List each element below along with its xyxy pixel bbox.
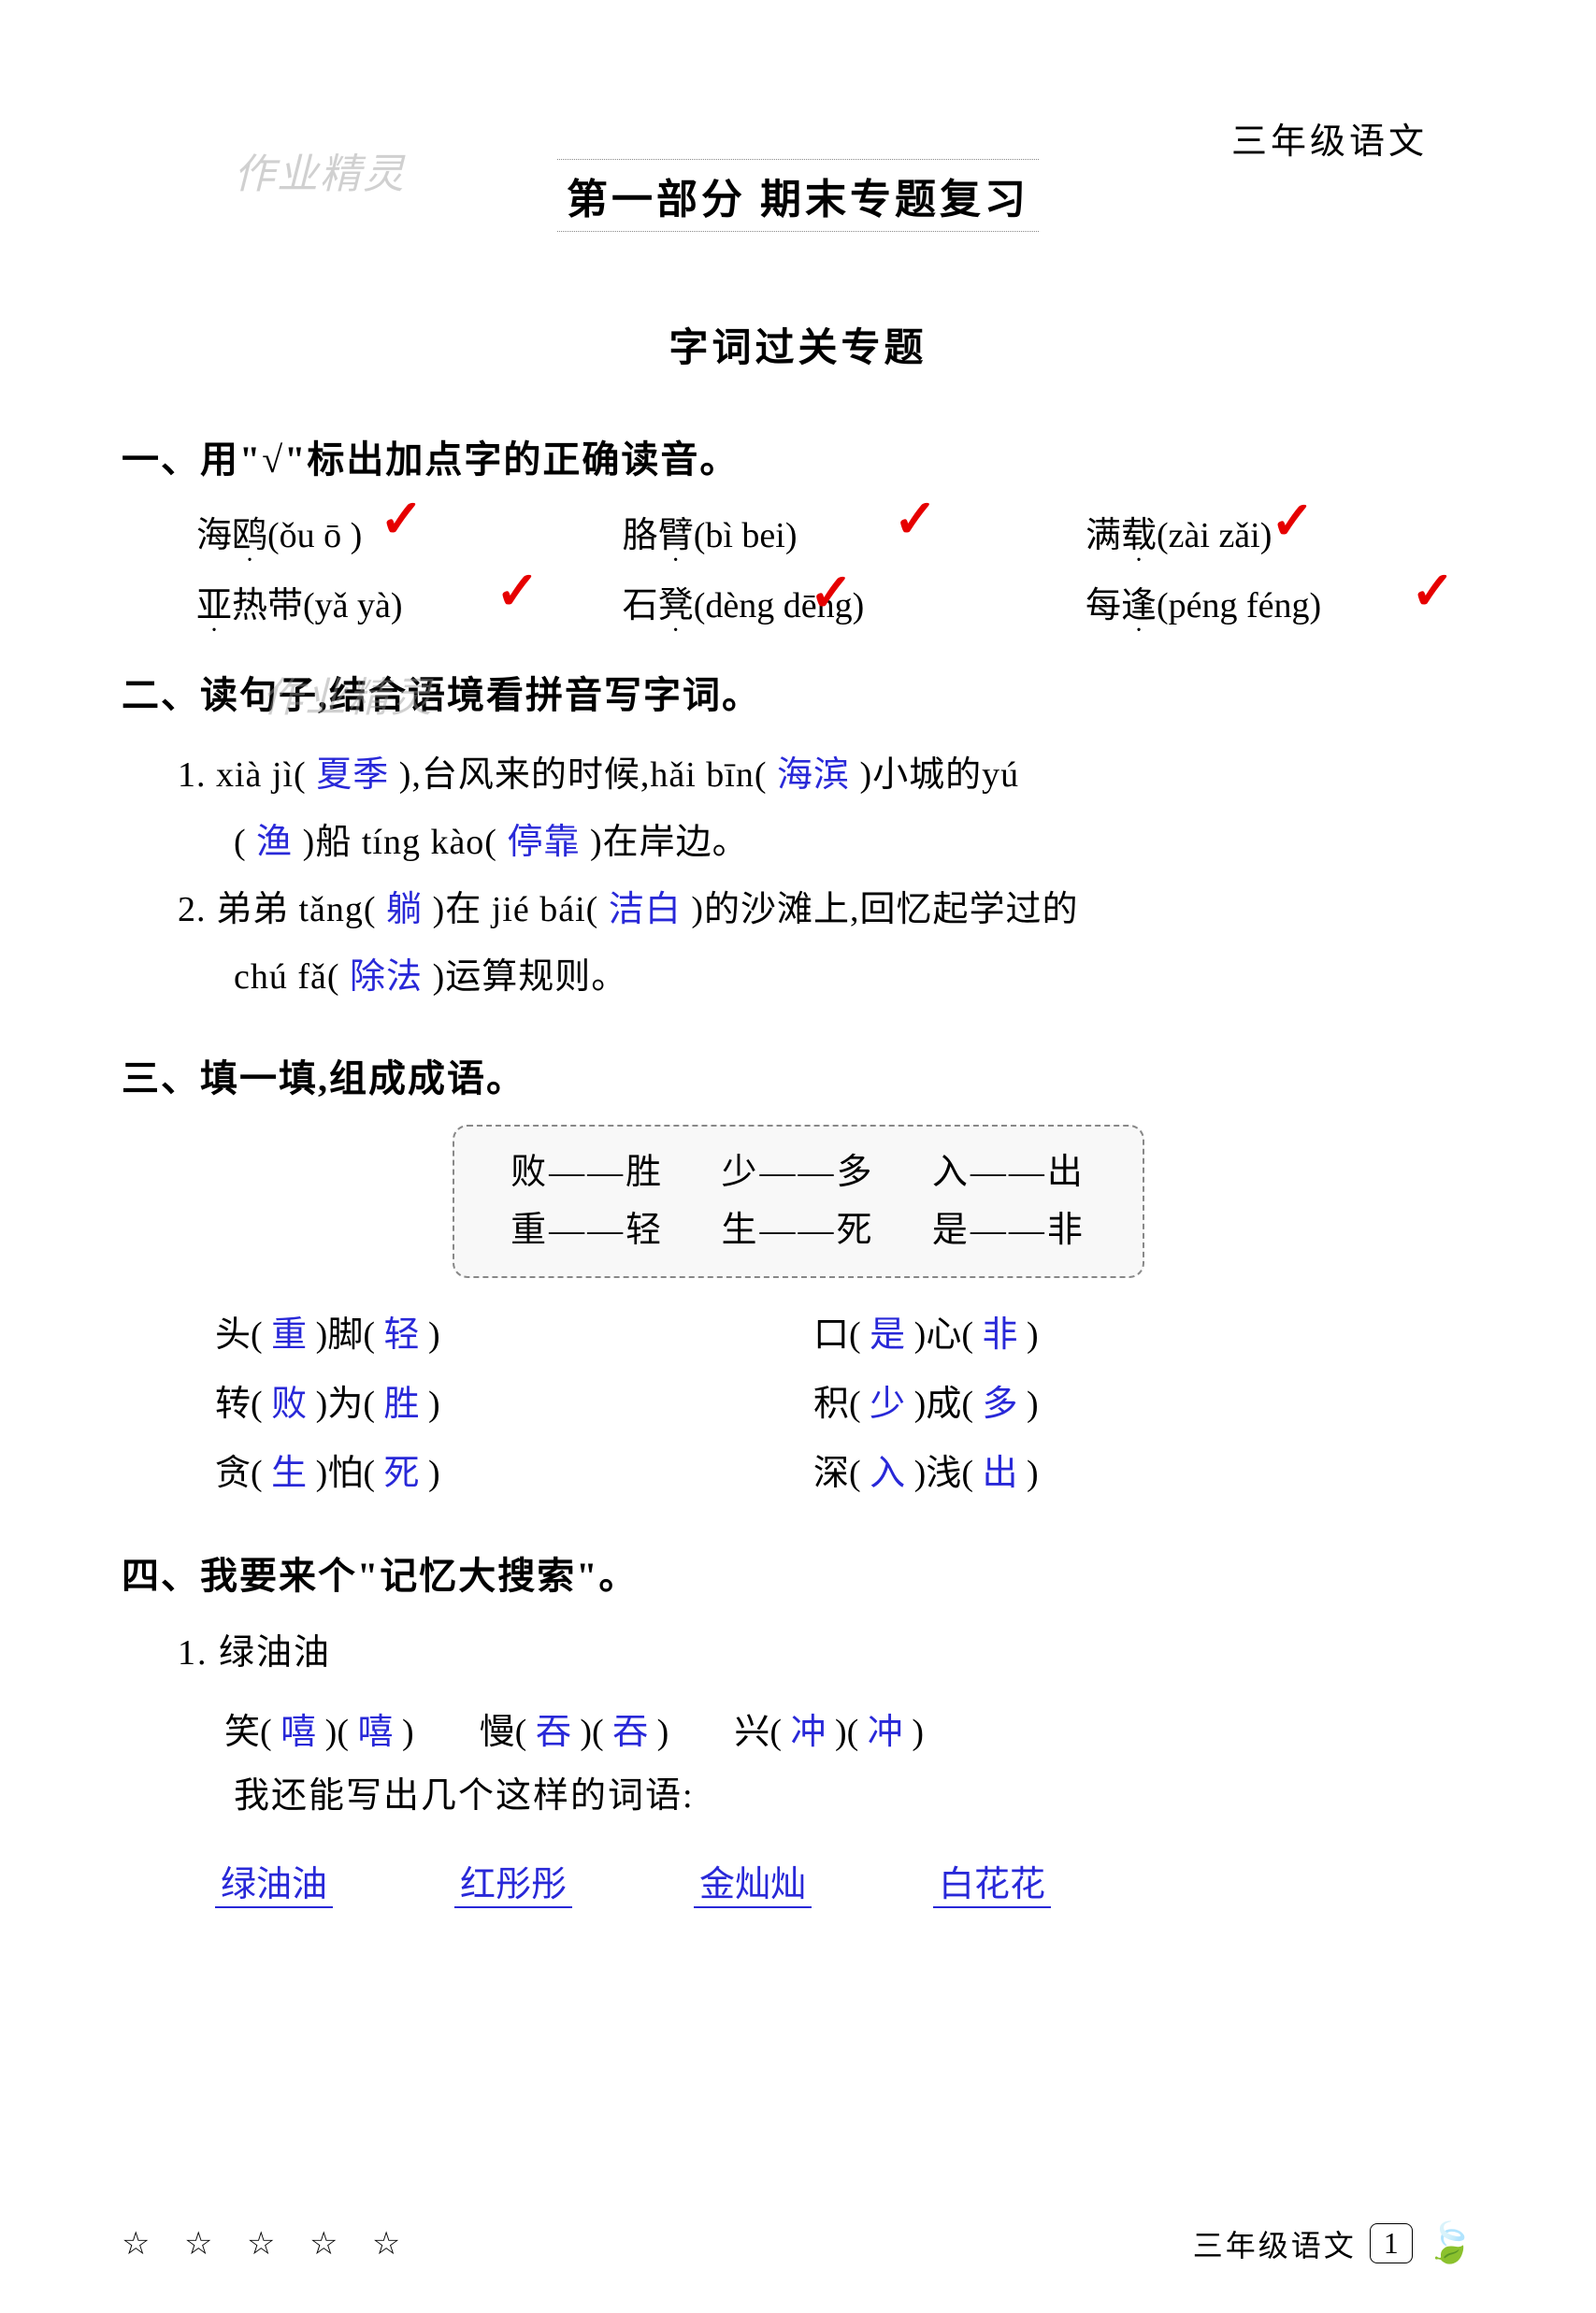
header-subject: 三年级语文 [1231,112,1428,164]
watermark: 作业精灵 [234,140,406,200]
q3-heading: 三、填一填,组成成语。 [122,1048,1474,1102]
leaf-icon: 🍃 [1426,2220,1474,2266]
q4-row: 笑( 嘻 )( 嘻 ) 慢( 吞 )( 吞 ) 兴( 冲 )( 冲 ) [224,1702,1474,1754]
checkmark-icon: ✓ [496,561,539,622]
q1-item: 亚热带(yǎ yà)✓ [196,576,623,627]
answer-text: 轻 [375,1315,428,1355]
answer-text: 嘻 [349,1713,402,1752]
checkmark-icon: ✓ [894,489,938,550]
pair-item: 败——胜 [510,1143,664,1201]
pair-item: 少——多 [721,1143,874,1201]
answer-text: 洁白 [598,890,691,929]
watermark: 作业精灵 [262,664,434,724]
answer-text: 海滨 [768,755,860,795]
pair-item: 生——死 [721,1201,874,1259]
q3-row: 贪( 生 )怕( 死 )深( 入 )浅( 出 ) [215,1439,1474,1508]
q1-row: 海鸥(ǒu ō )✓胳臂(bì bei)✓满载(zài zǎi)✓ [196,506,1474,557]
q4-heading: 四、我要来个"记忆大搜索"。 [122,1545,1474,1600]
footer: ☆ ☆ ☆ ☆ ☆ 三年级语文 1 🍃 [122,2220,1474,2266]
answer-text: 吞 [604,1713,657,1752]
answer-word: 金灿灿 [694,1855,812,1908]
q4-words: 绿油油 红彤彤 金灿灿 白花花 [215,1855,1474,1908]
pair-item: 重——轻 [510,1201,664,1259]
topic-title: 字词过关专题 [122,316,1474,373]
answer-text: 多 [973,1385,1027,1424]
answer-text: 是 [861,1315,914,1355]
answer-text: 夏季 [307,755,399,795]
answer-text: 败 [263,1385,316,1424]
answer-word: 白花花 [933,1855,1051,1908]
page-number: 1 [1370,2223,1413,2263]
q3-cell: 口( 是 )心( 非 ) [813,1300,1412,1370]
q2-container: 1. xià jì( 夏季 ),台风来的时候,hǎi bīn( 海滨 )小城的y… [122,741,1474,1011]
q4-example: 绿油油 [219,1633,331,1673]
answer-text: 胜 [375,1385,428,1424]
footer-right: 三年级语文 1 🍃 [1193,2220,1474,2266]
checkmark-icon: ✓ [1411,561,1455,622]
q1-item: 石凳(dèng dēng)✓ [623,576,1086,627]
q1-row: 亚热带(yǎ yà)✓石凳(dèng dēng)✓每逢(péng féng)✓ [196,576,1474,627]
q3-row: 转( 败 )为( 胜 )积( 少 )成( 多 ) [215,1370,1474,1439]
answer-text: 冲 [858,1713,912,1752]
pair-box: 败——胜少——多入——出重——轻生——死是——非 [453,1125,1144,1278]
section-title-text: 第一部分 期末专题复习 [557,159,1039,232]
answer-word: 红彤彤 [454,1855,572,1908]
answer-text: 躺 [377,890,433,929]
answer-text: 少 [861,1385,914,1424]
answer-text: 吞 [526,1713,580,1752]
q2-line: 1. xià jì( 夏季 ),台风来的时候,hǎi bīn( 海滨 )小城的y… [178,741,1474,809]
answer-text: 生 [263,1454,316,1493]
answer-text: 非 [973,1315,1027,1355]
q1-item: 满载(zài zǎi)✓ [1086,506,1474,557]
pair-row: 败——胜少——多入——出 [482,1143,1114,1201]
q2-line: ( 渔 )船 tíng kào( 停靠 )在岸边。 [234,809,1474,876]
footer-stars: ☆ ☆ ☆ ☆ ☆ [122,2225,413,2263]
answer-text: 停靠 [497,823,590,862]
pair-item: 是——非 [932,1201,1086,1259]
q3-cell: 贪( 生 )怕( 死 ) [215,1439,813,1508]
q4-item: 慢( 吞 )( 吞 ) [480,1702,669,1754]
q3-grid: 头( 重 )脚( 轻 )口( 是 )心( 非 )转( 败 )为( 胜 )积( 少… [215,1300,1474,1508]
answer-text: 冲 [782,1713,835,1752]
q2-line: chú fǎ( 除法 )运算规则。 [234,943,1474,1011]
q4-prompt: 我还能写出几个这样的词语: [234,1765,1474,1827]
answer-text: 渔 [247,823,303,862]
q1-item: 海鸥(ǒu ō )✓ [196,506,623,557]
q1-item: 每逢(péng féng)✓ [1086,576,1474,627]
q2-line: 2. 弟弟 tǎng( 躺 )在 jié bái( 洁白 )的沙滩上,回忆起学过… [178,876,1474,943]
q3-cell: 头( 重 )脚( 轻 ) [215,1300,813,1370]
pair-row: 重——轻生——死是——非 [482,1201,1114,1259]
answer-text: 入 [861,1454,914,1493]
checkmark-icon: ✓ [1271,491,1315,552]
answer-text: 重 [263,1315,316,1355]
q3-cell: 积( 少 )成( 多 ) [813,1370,1412,1439]
pair-item: 入——出 [932,1143,1086,1201]
q3-cell: 深( 入 )浅( 出 ) [813,1439,1412,1508]
answer-text: 出 [973,1454,1027,1493]
answer-text: 除法 [340,957,433,997]
q1-heading: 一、用"√"标出加点字的正确读音。 [122,429,1474,483]
answer-text: 嘻 [272,1713,325,1752]
q4-item: 兴( 冲 )( 冲 ) [734,1702,924,1754]
q3-row: 头( 重 )脚( 轻 )口( 是 )心( 非 ) [215,1300,1474,1370]
q4-item: 笑( 嘻 )( 嘻 ) [224,1702,414,1754]
q3-cell: 转( 败 )为( 胜 ) [215,1370,813,1439]
answer-text: 死 [375,1454,428,1493]
answer-word: 绿油油 [215,1855,333,1908]
footer-label: 三年级语文 [1193,2222,1357,2265]
q1-item: 胳臂(bì bei)✓ [623,506,1086,557]
checkmark-icon: ✓ [380,489,424,550]
q1-container: 海鸥(ǒu ō )✓胳臂(bì bei)✓满载(zài zǎi)✓ 亚热带(yǎ … [122,506,1474,627]
q4-num: 1. [178,1633,208,1673]
q4-num-example: 1. 绿油油 [178,1622,1474,1684]
